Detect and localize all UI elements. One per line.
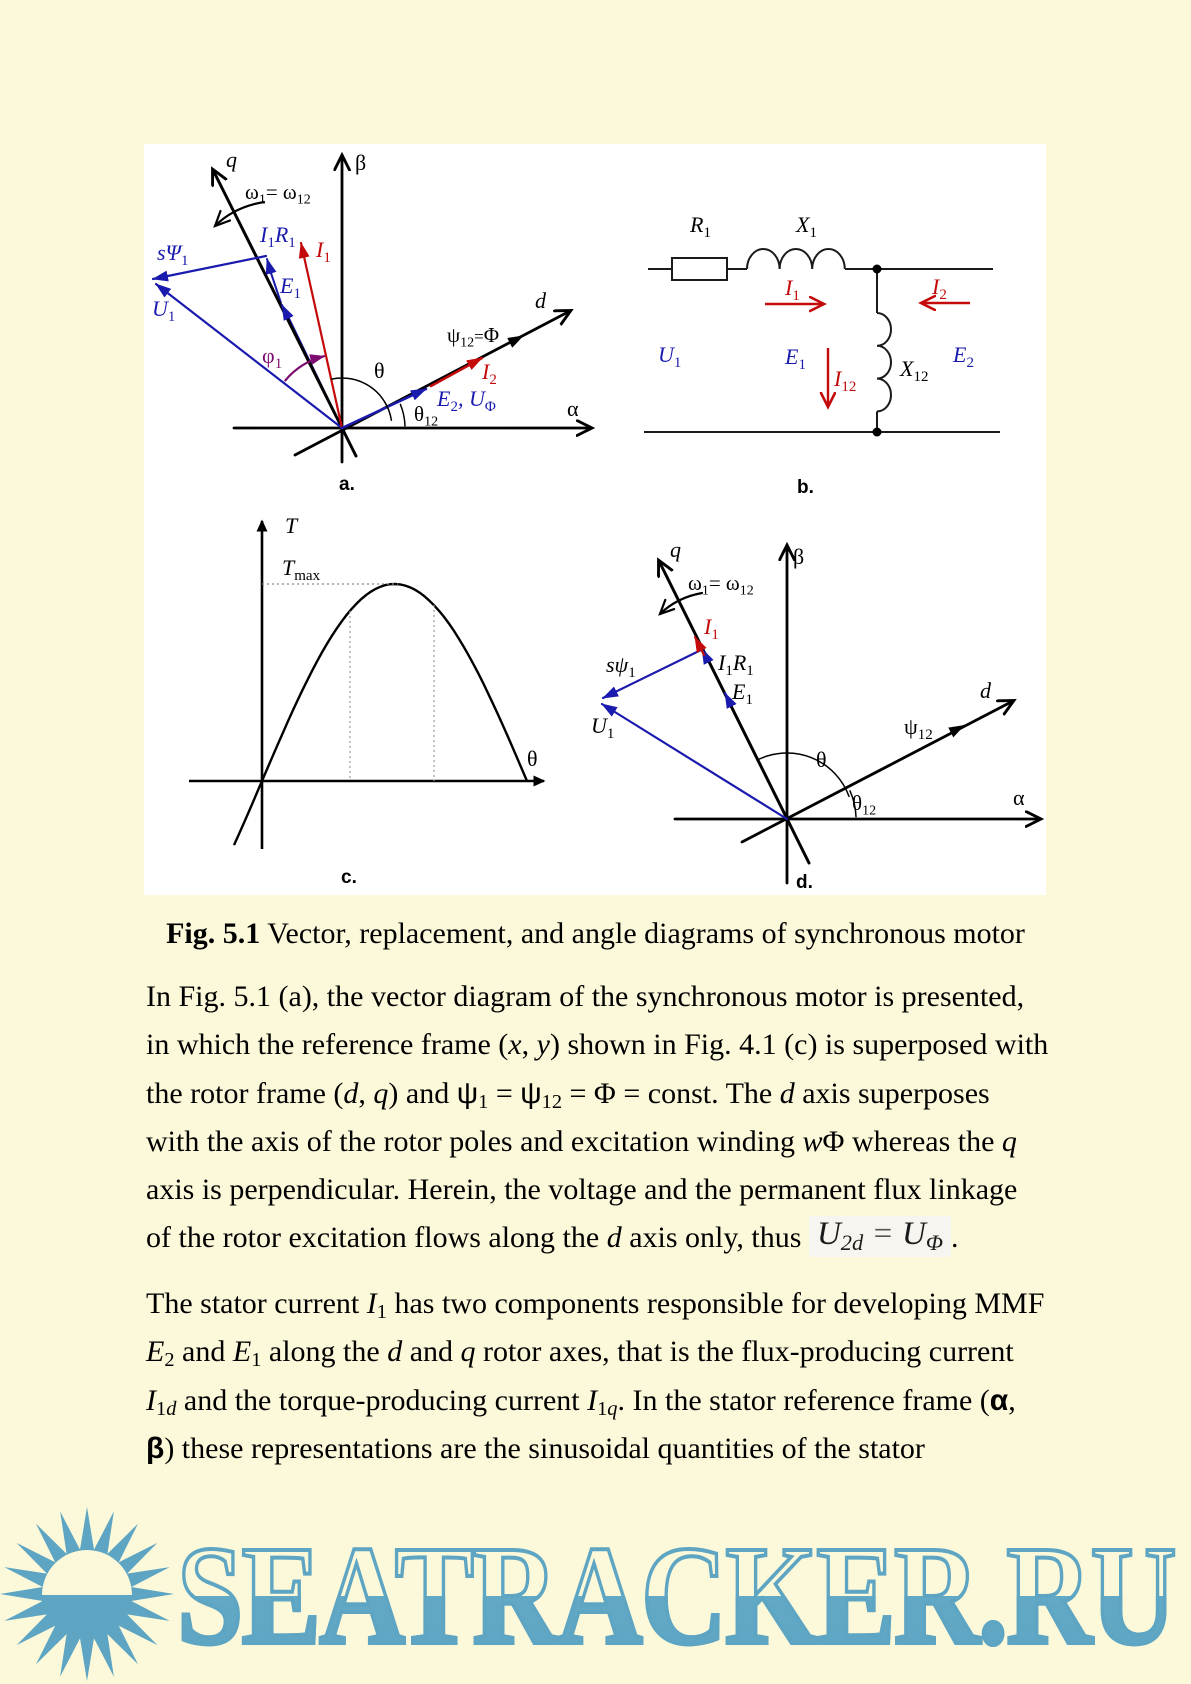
svg-text:q: q bbox=[670, 537, 681, 562]
svg-text:θ12: θ12 bbox=[852, 791, 876, 819]
svg-text:I2: I2 bbox=[931, 274, 947, 303]
svg-text:E2, UΦ: E2, UΦ bbox=[436, 386, 496, 415]
svg-text:ω1= ω12: ω1= ω12 bbox=[688, 571, 754, 599]
svg-text:U1: U1 bbox=[591, 713, 614, 742]
svg-text:θ: θ bbox=[816, 747, 827, 772]
svg-text:ψ12: ψ12 bbox=[904, 714, 933, 743]
svg-text:E1: E1 bbox=[784, 344, 806, 373]
svg-text:I1R1: I1R1 bbox=[717, 650, 754, 679]
svg-text:β: β bbox=[793, 544, 804, 569]
svg-text:I2: I2 bbox=[481, 359, 497, 388]
svg-text:α: α bbox=[1013, 785, 1025, 810]
svg-text:T: T bbox=[285, 513, 299, 538]
svg-text:β: β bbox=[355, 150, 366, 175]
svg-text:α: α bbox=[567, 396, 579, 421]
svg-text:U1: U1 bbox=[658, 342, 681, 371]
svg-text:E1: E1 bbox=[279, 273, 301, 302]
svg-text:θ12: θ12 bbox=[414, 402, 438, 430]
svg-text:I1: I1 bbox=[315, 237, 331, 266]
svg-text:I1: I1 bbox=[703, 614, 719, 643]
svg-text:φ1: φ1 bbox=[262, 343, 282, 372]
svg-text:I1R1: I1R1 bbox=[259, 222, 296, 251]
svg-text:Tmax: Tmax bbox=[282, 555, 321, 584]
svg-text:sΨ1: sΨ1 bbox=[157, 240, 189, 269]
svg-text:E1: E1 bbox=[731, 679, 753, 708]
svg-text:q: q bbox=[226, 147, 237, 172]
svg-text:I12: I12 bbox=[833, 366, 856, 395]
svg-text:ω1= ω12: ω1= ω12 bbox=[245, 180, 311, 208]
svg-text:d.: d. bbox=[796, 872, 813, 893]
svg-text:ψ12=Φ: ψ12=Φ bbox=[447, 323, 499, 351]
svg-text:d: d bbox=[535, 288, 547, 313]
svg-text:R1: R1 bbox=[689, 212, 711, 241]
svg-text:sψ1: sψ1 bbox=[606, 652, 636, 681]
svg-text:a.: a. bbox=[339, 474, 355, 495]
svg-text:X12: X12 bbox=[899, 356, 928, 385]
svg-text:X1: X1 bbox=[795, 212, 817, 241]
svg-text:θ: θ bbox=[527, 746, 538, 771]
svg-text:b.: b. bbox=[797, 477, 814, 498]
svg-text:d: d bbox=[980, 678, 992, 703]
svg-text:U1: U1 bbox=[152, 296, 175, 325]
svg-text:θ: θ bbox=[374, 358, 385, 383]
svg-text:E2: E2 bbox=[952, 342, 974, 371]
svg-text:c.: c. bbox=[341, 867, 357, 888]
svg-text:I1: I1 bbox=[784, 275, 800, 304]
